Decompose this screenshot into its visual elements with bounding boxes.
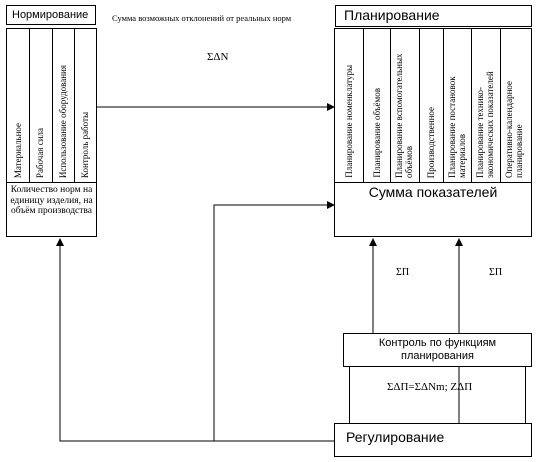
norming-title: Нормирование xyxy=(12,9,89,21)
planning-column-volumes: Планирование объёмов xyxy=(372,88,382,178)
planning-summary: Сумма показателей xyxy=(368,184,498,200)
planning-divider-5 xyxy=(471,29,472,182)
norming-column-labor: Рабочая сила xyxy=(35,127,45,178)
regulation-title: Регулирование xyxy=(346,429,445,445)
planning-divider-1 xyxy=(363,29,364,182)
regulation-to-norming-arrow xyxy=(56,238,334,442)
planning-box: Планирование номенклатуры Планирование о… xyxy=(334,28,532,237)
regulation-to-planning-arrow xyxy=(213,201,335,441)
sum-p-label-right: ΣП xyxy=(489,267,503,278)
norming-divider-2 xyxy=(52,29,53,182)
planning-column-materials: Планирование постановок материалов xyxy=(447,76,467,178)
planning-divider-4 xyxy=(443,29,444,182)
formula-frame-right xyxy=(525,367,526,423)
norming-column-equipment: Использование оборудования xyxy=(58,64,68,178)
norming-column-control: Контроль работы xyxy=(80,111,90,178)
planning-column-economic: Планирование технико-экономических показ… xyxy=(475,71,495,178)
formula-frame-left xyxy=(349,367,350,423)
delta-n-label: ΣΔN xyxy=(207,51,229,63)
planning-column-nomenclature: Планирование номенклатуры xyxy=(344,65,354,178)
planning-title-box: Планирование xyxy=(335,5,532,27)
planning-divider-6 xyxy=(500,29,501,182)
norming-columns-area: Материальное Рабочая сила Использование … xyxy=(7,29,96,182)
regulation-box: Регулирование xyxy=(334,423,532,457)
control-box: Контроль по функциям планирования xyxy=(343,333,532,367)
planning-title: Планирование xyxy=(344,7,440,23)
planning-column-operational: Оперативно-календарное планирование xyxy=(504,81,524,178)
norming-column-material: Материальное xyxy=(13,122,23,178)
top-label: Сумма возможных отклонений от реальных н… xyxy=(112,13,292,23)
norming-divider-3 xyxy=(74,29,75,182)
planning-summary-divider xyxy=(335,182,531,183)
norming-summary-divider xyxy=(7,182,96,183)
sum-p-label-left: ΣП xyxy=(396,267,410,278)
planning-column-production: Производственное xyxy=(426,106,436,178)
control-title: Контроль по функциям планирования xyxy=(378,337,497,362)
planning-columns-area: Планирование номенклатуры Планирование о… xyxy=(335,29,531,182)
control-formula: ΣΔП=ΣΔNm; ZΔП xyxy=(387,381,473,393)
planning-divider-2 xyxy=(390,29,391,182)
norming-divider-1 xyxy=(29,29,30,182)
norming-title-box: Нормирование xyxy=(6,5,96,25)
norming-box: Материальное Рабочая сила Использование … xyxy=(6,28,97,237)
planning-column-auxiliary: Планирование вспомогательных объёмов xyxy=(394,53,414,179)
norming-summary: Количество норм на единицу изделия, на о… xyxy=(10,185,93,216)
planning-divider-3 xyxy=(419,29,420,182)
